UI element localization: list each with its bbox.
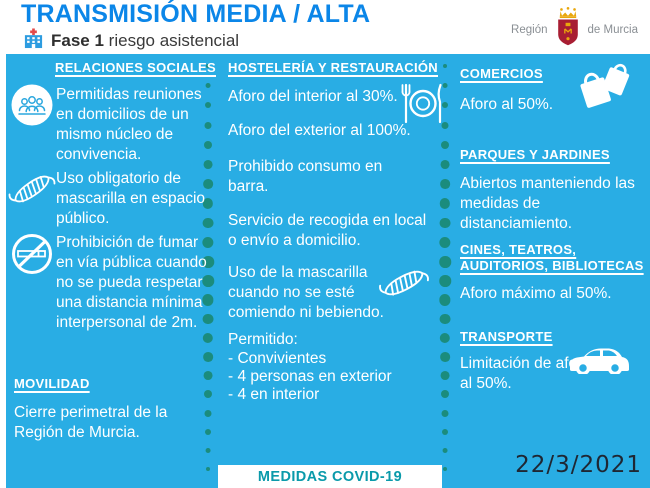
separator-dot — [439, 275, 451, 287]
separator-dot — [206, 467, 210, 472]
section-heading-transporte: TRANSPORTE — [460, 329, 553, 344]
section-heading-relaciones-sociales: RELACIONES SOCIALES — [55, 60, 216, 75]
separator-dot — [439, 332, 451, 344]
separator-dot — [440, 352, 450, 362]
hosteleria-aforo-interior: Aforo del interior al 30%. — [228, 88, 398, 105]
permitido-item: - Convivientes — [228, 350, 327, 367]
social-item-fumar: Prohibición de fumar en vía pública cuan… — [56, 234, 207, 331]
date-label: 22/3/2021 — [515, 452, 642, 478]
separator-dot — [205, 428, 211, 435]
separator-dot — [441, 140, 449, 149]
social-item-mascarilla: Uso obligatorio de mascarilla en espacio… — [56, 170, 206, 227]
left-margin-strip — [0, 54, 6, 488]
cines-text: Aforo máximo al 50%. — [460, 285, 612, 302]
separator-dot — [440, 160, 450, 169]
section-heading-hosteleria: HOSTELERÍA Y RESTAURACIÓN — [228, 60, 438, 75]
separator-dot — [439, 256, 451, 268]
section-heading-parques: PARQUES Y JARDINES — [460, 147, 610, 162]
separator-dot — [203, 371, 213, 381]
separator-dot — [202, 294, 214, 306]
separator-dot — [202, 236, 214, 249]
separator-dot — [204, 140, 212, 149]
separator-dot — [205, 102, 211, 109]
separator-dot — [440, 179, 450, 189]
separator-dot — [204, 409, 212, 417]
separator-dot — [202, 198, 214, 209]
transporte-text: Limitación de aforo al 50%. — [460, 355, 591, 392]
separator-dot — [205, 448, 211, 453]
page-title: TRANSMISIÓN MEDIA / ALTA — [21, 0, 371, 28]
car-icon — [566, 340, 630, 379]
logo-murcia-label: de Murcia — [587, 23, 639, 36]
separator-dot — [442, 83, 448, 89]
murcia-logo: Región de Murcia — [511, 6, 638, 53]
hosteleria-aforo-exterior: Aforo del exterior al 100%. — [228, 122, 411, 139]
separator-dot — [204, 121, 212, 129]
permitido-item: - 4 en interior — [228, 386, 320, 403]
separator-dot — [202, 332, 214, 344]
phase-label: Fase 1 riesgo asistencial — [51, 31, 239, 51]
header: TRANSMISIÓN MEDIA / ALTA Fase 1 riesgo a… — [0, 0, 650, 54]
separator-dot — [203, 352, 213, 362]
separator-dot — [203, 179, 213, 189]
movilidad-text: Cierre perimetral de la Región de Murcia… — [14, 404, 168, 441]
separator-dot — [203, 160, 213, 169]
phase-label-bold: Fase 1 — [51, 31, 104, 50]
separator-dot — [441, 390, 449, 399]
hospital-icon — [23, 28, 44, 54]
separator-dot — [439, 236, 451, 249]
separator-dot — [440, 371, 450, 381]
board-background — [0, 54, 650, 488]
separator-dot — [439, 294, 451, 306]
hosteleria-recogida: Servicio de recogida en local o envío a … — [228, 212, 427, 249]
plate-cutlery-icon — [396, 80, 444, 132]
permitido-title: Permitido: — [228, 331, 298, 348]
separator-dot — [443, 64, 447, 68]
comercios-text: Aforo al 50%. — [460, 96, 554, 113]
separator-dot — [442, 102, 448, 109]
separator-dot — [439, 313, 451, 325]
murcia-coat-of-arms-icon — [554, 6, 582, 53]
separator-dot — [202, 217, 214, 229]
people-group-icon — [11, 84, 53, 131]
section-heading-movilidad: MOVILIDAD — [14, 376, 90, 391]
covid-measures-badge: MEDIDAS COVID-19 — [218, 465, 442, 488]
parques-text: Abiertos manteniendo las medidas de dist… — [460, 175, 635, 232]
separator-dot — [202, 313, 214, 325]
section-heading-cines: CINES, TEATROS, AUDITORIOS, BIBLIOTECAS — [460, 242, 644, 273]
separator-dot — [202, 256, 214, 268]
phase-label-rest: riesgo asistencial — [108, 31, 240, 50]
separator-dot — [442, 428, 448, 435]
hosteleria-mascarilla: Uso de la mascarilla cuando no se esté c… — [228, 264, 384, 321]
separator-dot — [442, 448, 448, 453]
separator-dot — [439, 217, 451, 229]
separator-dot — [205, 83, 211, 89]
covid-measures-badge-label: MEDIDAS COVID-19 — [257, 468, 403, 485]
separator-dot — [441, 409, 449, 417]
separator-dot — [204, 390, 212, 399]
permitido-item: - 4 personas en exterior — [228, 368, 392, 385]
phase-row: Fase 1 riesgo asistencial — [23, 28, 239, 54]
social-item-reuniones: Permitidas reuniones en domicilios de un… — [56, 86, 202, 163]
separator-dot — [206, 64, 210, 68]
hosteleria-barra: Prohibido consumo en barra. — [228, 158, 383, 195]
logo-region-label: Región — [511, 23, 548, 36]
separator-dot — [443, 467, 447, 472]
separator-dot — [439, 198, 451, 209]
separator-dot — [441, 121, 449, 129]
shopping-bags-icon — [572, 56, 634, 121]
face-mask-icon — [6, 163, 58, 220]
section-heading-comercios: COMERCIOS — [460, 66, 543, 81]
face-mask-icon — [376, 256, 432, 315]
separator-dot — [202, 275, 214, 287]
no-smoking-icon — [9, 231, 55, 282]
